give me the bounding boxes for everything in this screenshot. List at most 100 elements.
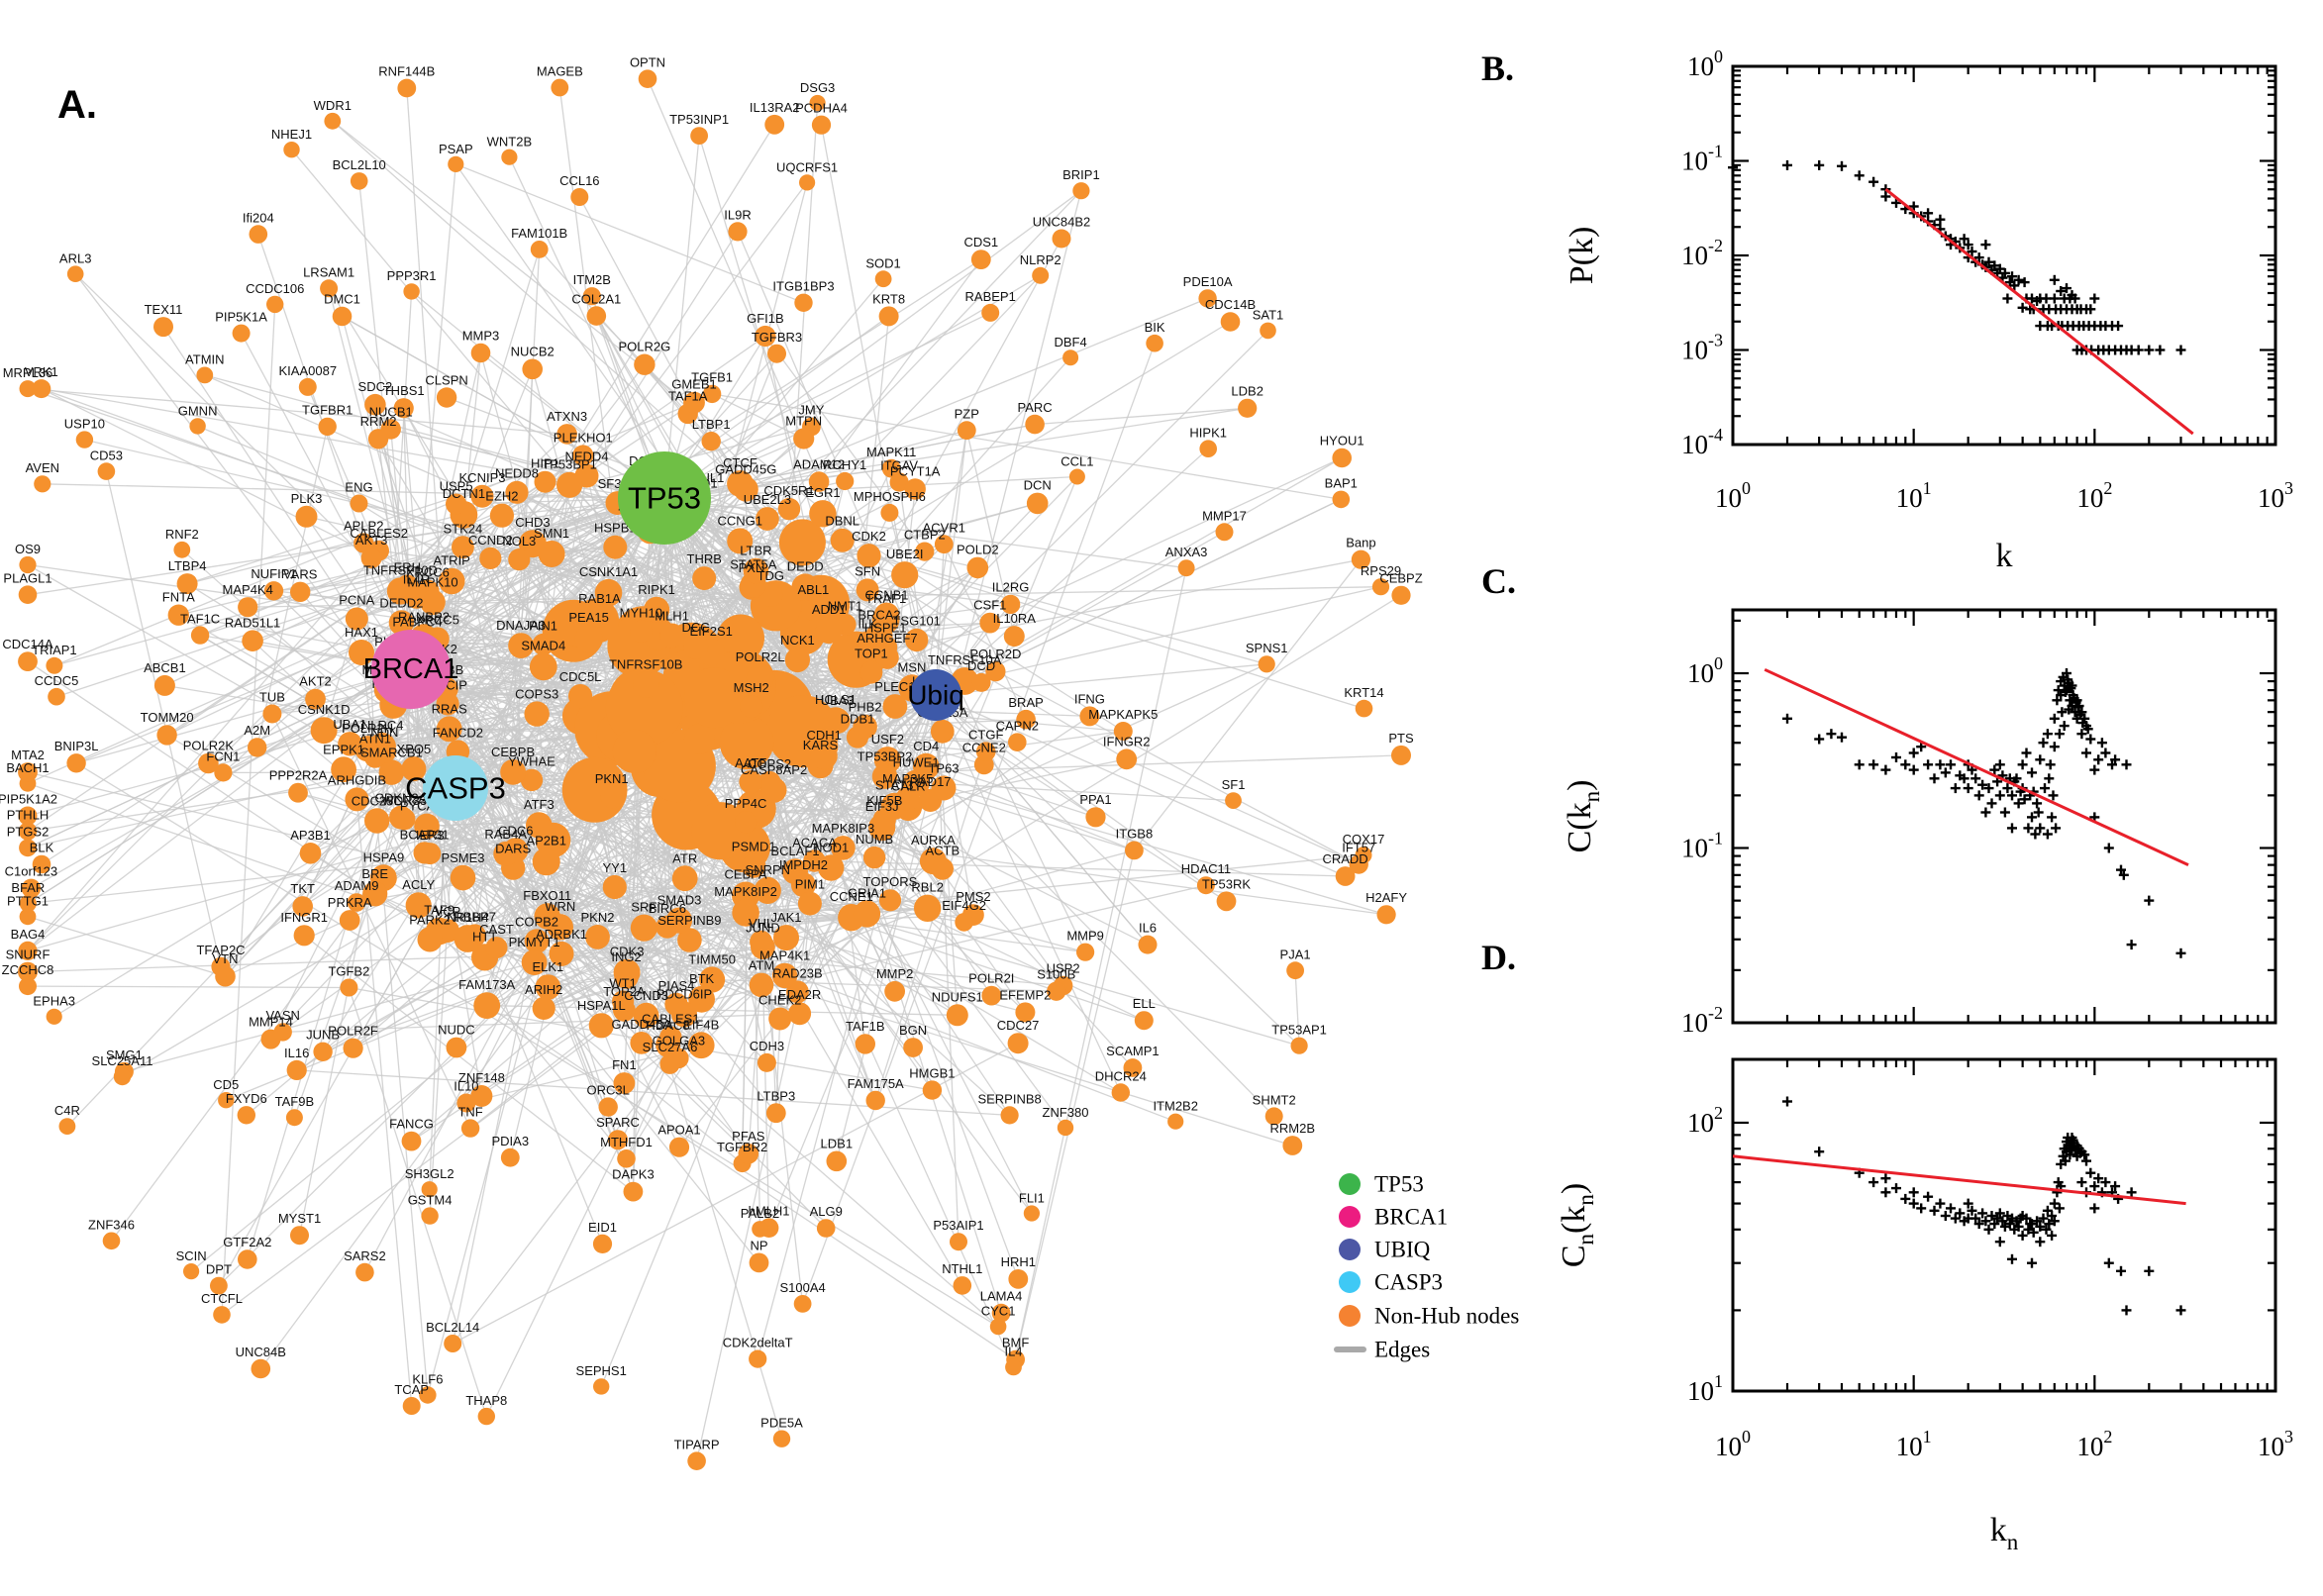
network-node[interactable] [668,1137,690,1157]
network-node[interactable] [794,293,813,312]
network-node[interactable] [891,561,919,589]
network-node[interactable] [290,1226,309,1246]
network-node[interactable] [378,759,405,785]
network-node[interactable] [470,1085,493,1107]
network-node[interactable] [979,612,1001,634]
network-node[interactable] [735,811,758,834]
network-node[interactable] [1349,854,1368,874]
network-node[interactable] [1134,1011,1154,1031]
network-node[interactable] [1116,748,1138,770]
network-node[interactable] [1000,594,1021,615]
network-node[interactable] [530,241,549,258]
network-node[interactable] [765,1103,786,1124]
network-node[interactable] [18,961,38,982]
network-node[interactable] [989,1318,1007,1336]
network-node[interactable] [417,927,443,952]
network-node[interactable] [113,1067,132,1086]
network-node[interactable] [1003,626,1025,648]
network-node[interactable] [656,915,679,939]
network-node[interactable] [889,472,909,492]
network-node[interactable] [19,380,37,398]
network-node[interactable] [671,1001,697,1028]
network-node[interactable] [1332,448,1352,468]
network-node[interactable] [505,480,529,504]
network-node[interactable] [508,633,534,658]
network-node[interactable] [237,1106,255,1125]
network-node[interactable] [18,806,38,826]
network-node[interactable] [701,432,721,451]
network-node[interactable] [500,758,526,785]
network-node[interactable] [903,1038,923,1057]
network-node[interactable] [1371,578,1390,596]
network-node[interactable] [771,962,798,989]
hub-node-casp3[interactable] [423,755,488,821]
network-node[interactable] [757,1052,776,1072]
network-node[interactable] [66,753,86,773]
network-node[interactable] [768,1007,792,1031]
network-node[interactable] [727,528,754,554]
network-node[interactable] [760,777,787,803]
network-node[interactable] [914,894,942,922]
network-node[interactable] [1220,312,1241,332]
network-node[interactable] [485,937,508,959]
network-node[interactable] [594,578,623,607]
network-node[interactable] [1215,523,1234,542]
network-node[interactable] [214,763,233,782]
network-node[interactable] [532,996,556,1020]
network-node[interactable] [454,925,482,952]
network-node[interactable] [786,980,809,1004]
network-node[interactable] [882,694,908,719]
network-node[interactable] [238,597,258,618]
network-node[interactable] [1167,1113,1184,1130]
network-node[interactable] [446,493,467,515]
network-node[interactable] [773,925,799,951]
network-node[interactable] [551,78,569,97]
network-node[interactable] [299,843,322,864]
network-node[interactable] [797,891,822,916]
network-node[interactable] [801,597,826,622]
network-node[interactable] [767,344,786,363]
network-node[interactable] [930,719,955,744]
network-node[interactable] [600,785,623,809]
network-node[interactable] [388,610,415,636]
network-node[interactable] [1258,655,1275,673]
network-node[interactable] [414,813,440,840]
network-node[interactable] [1290,1037,1308,1054]
network-node[interactable] [727,470,754,497]
network-node[interactable] [878,306,899,327]
network-node[interactable] [1177,559,1195,577]
network-node[interactable] [508,549,531,571]
network-node[interactable] [593,1378,610,1395]
network-node[interactable] [1125,841,1144,860]
network-node[interactable] [156,725,177,746]
network-node[interactable] [520,768,544,792]
network-node[interactable] [1023,1205,1040,1222]
network-node[interactable] [853,714,877,740]
network-node[interactable] [290,581,311,602]
network-node[interactable] [830,528,855,552]
network-node[interactable] [1260,322,1276,340]
network-node[interactable] [946,1004,968,1027]
network-node[interactable] [585,925,610,949]
network-node[interactable] [397,78,417,98]
network-node[interactable] [862,846,886,869]
network-node[interactable] [500,1147,520,1167]
network-node[interactable] [874,270,892,288]
network-node[interactable] [782,858,808,885]
network-node[interactable] [436,387,457,408]
network-node[interactable] [981,985,1002,1006]
network-node[interactable] [752,1221,768,1238]
network-node[interactable] [633,671,659,698]
network-node[interactable] [401,756,427,782]
network-node[interactable] [347,893,366,912]
network-node[interactable] [1111,1083,1131,1102]
network-node[interactable] [260,1029,281,1049]
network-node[interactable] [66,265,84,283]
network-node[interactable] [634,353,656,375]
network-node[interactable] [588,1013,614,1039]
network-node[interactable] [1113,722,1133,741]
network-node[interactable] [971,672,991,692]
network-node[interactable] [809,94,826,112]
network-node[interactable] [534,470,556,493]
network-node[interactable] [493,841,519,866]
